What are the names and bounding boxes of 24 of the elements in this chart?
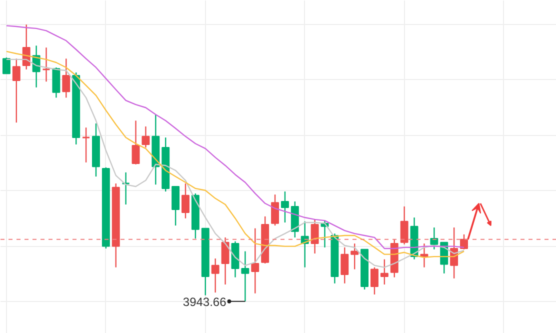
candlestick — [12, 58, 20, 124]
candlestick — [52, 66, 60, 98]
candlestick — [430, 226, 438, 250]
candlestick — [211, 258, 220, 294]
candlestick — [172, 186, 180, 226]
candlestick — [370, 266, 378, 296]
candlestick — [132, 120, 140, 165]
candlestick — [2, 56, 10, 74]
candlestick — [380, 258, 388, 286]
candlestick — [310, 218, 319, 254]
candlestick — [340, 246, 349, 284]
candlestick — [142, 126, 150, 148]
annotation: 3943.66 — [182, 294, 227, 309]
candlestick — [182, 182, 190, 219]
candlestick — [400, 206, 408, 245]
candlestick — [42, 46, 50, 82]
candlestick — [221, 236, 230, 286]
candlestick — [241, 250, 250, 302]
candlestick — [251, 228, 260, 294]
candlestick — [62, 58, 70, 98]
candlestick — [82, 126, 90, 164]
candlestick — [271, 194, 279, 226]
candlestick — [350, 242, 359, 270]
candlestick — [280, 190, 289, 224]
